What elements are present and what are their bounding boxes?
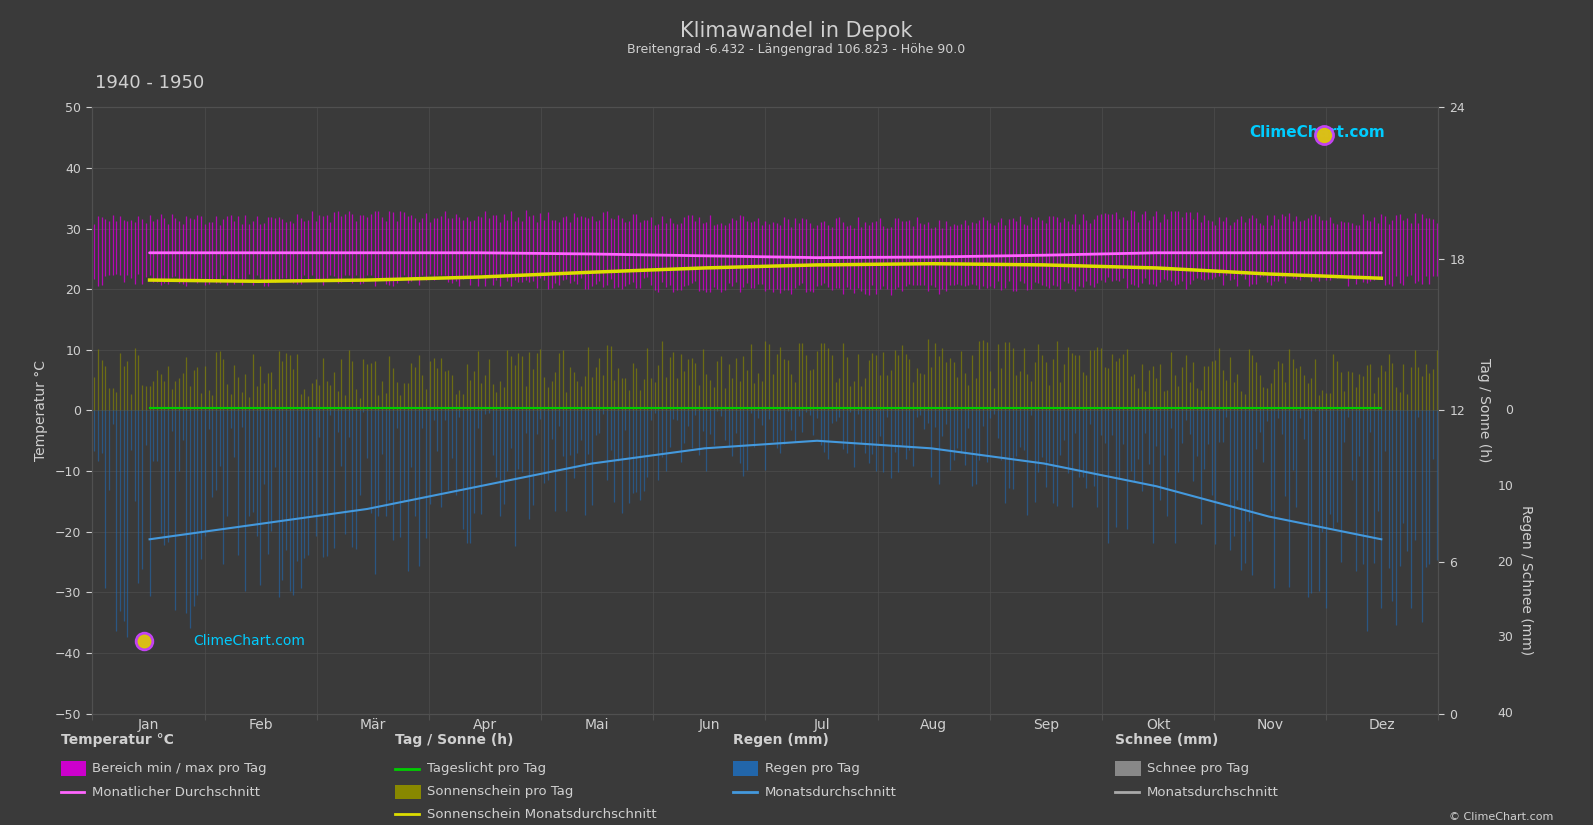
Text: Regen / Schnee (mm): Regen / Schnee (mm) [1520,505,1532,655]
Text: Schnee pro Tag: Schnee pro Tag [1147,762,1249,776]
Text: Schnee (mm): Schnee (mm) [1115,733,1219,747]
Text: 30: 30 [1497,631,1513,644]
Text: Klimawandel in Depok: Klimawandel in Depok [680,21,913,40]
Text: 20: 20 [1497,555,1513,568]
Text: Tageslicht pro Tag: Tageslicht pro Tag [427,762,546,776]
Text: Monatlicher Durchschnitt: Monatlicher Durchschnitt [92,785,260,799]
Text: Temperatur °C: Temperatur °C [61,733,174,747]
Text: Monatsdurchschnitt: Monatsdurchschnitt [1147,785,1279,799]
Text: Regen pro Tag: Regen pro Tag [765,762,860,776]
Text: 10: 10 [1497,479,1513,493]
Text: Sonnenschein Monatsdurchschnitt: Sonnenschein Monatsdurchschnitt [427,808,656,821]
Text: Regen (mm): Regen (mm) [733,733,828,747]
Y-axis label: Temperatur °C: Temperatur °C [33,360,48,461]
Text: © ClimeChart.com: © ClimeChart.com [1448,812,1553,822]
Text: ClimeChart.com: ClimeChart.com [193,634,306,648]
Text: ClimeChart.com: ClimeChart.com [1249,125,1384,140]
Text: Breitengrad -6.432 - Längengrad 106.823 - Höhe 90.0: Breitengrad -6.432 - Längengrad 106.823 … [628,43,965,56]
Text: 40: 40 [1497,707,1513,720]
Y-axis label: Tag / Sonne (h): Tag / Sonne (h) [1477,358,1491,463]
Text: Bereich min / max pro Tag: Bereich min / max pro Tag [92,762,268,776]
Text: Sonnenschein pro Tag: Sonnenschein pro Tag [427,785,573,799]
Text: 0: 0 [1505,404,1513,417]
Text: Monatsdurchschnitt: Monatsdurchschnitt [765,785,897,799]
Text: 1940 - 1950: 1940 - 1950 [96,74,204,92]
Text: Tag / Sonne (h): Tag / Sonne (h) [395,733,513,747]
